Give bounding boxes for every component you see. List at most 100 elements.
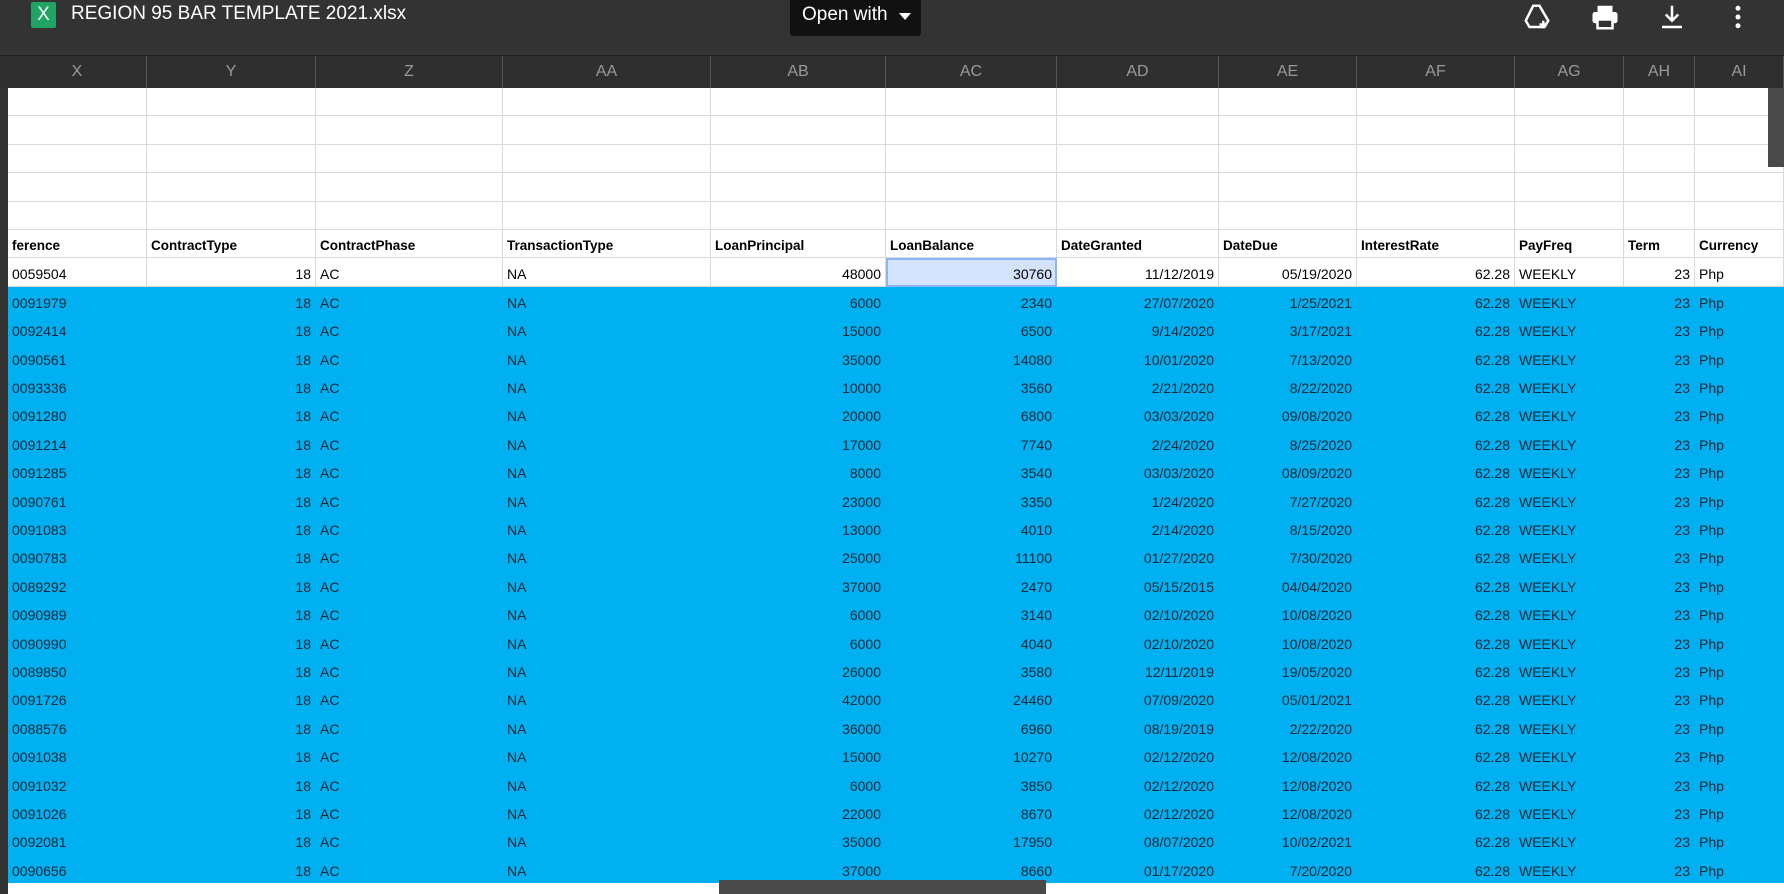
cell[interactable]: 10270 bbox=[886, 741, 1057, 770]
cell[interactable]: 42000 bbox=[711, 684, 886, 713]
cell[interactable]: 23 bbox=[1624, 343, 1695, 372]
cell[interactable]: 01/17/2020 bbox=[1057, 854, 1219, 884]
cell[interactable]: 12/08/2020 bbox=[1219, 798, 1357, 827]
cell[interactable] bbox=[711, 173, 886, 202]
cell[interactable]: 6000 bbox=[711, 599, 886, 628]
cell[interactable]: NA bbox=[503, 343, 711, 372]
cell[interactable]: AC bbox=[316, 514, 503, 543]
cell[interactable] bbox=[1357, 116, 1515, 145]
cell[interactable]: 05/15/2015 bbox=[1057, 570, 1219, 600]
cell[interactable]: 17950 bbox=[886, 826, 1057, 855]
cell[interactable]: 18 bbox=[147, 372, 316, 401]
cell[interactable]: 23 bbox=[1624, 258, 1695, 287]
cell[interactable]: DateGranted bbox=[1057, 230, 1219, 259]
cell[interactable]: 03/03/2020 bbox=[1057, 457, 1219, 486]
cell[interactable]: 62.28 bbox=[1357, 485, 1515, 514]
cell[interactable]: 18 bbox=[147, 854, 316, 884]
cell[interactable]: AC bbox=[316, 343, 503, 372]
cell[interactable]: 2470 bbox=[886, 570, 1057, 600]
cell[interactable]: 6960 bbox=[886, 712, 1057, 742]
download-icon[interactable] bbox=[1657, 2, 1687, 32]
cell[interactable]: Php bbox=[1695, 343, 1784, 372]
cell[interactable]: 08/07/2020 bbox=[1057, 826, 1219, 855]
cell[interactable]: 23 bbox=[1624, 315, 1695, 344]
cell[interactable] bbox=[1624, 88, 1695, 117]
cell[interactable]: WEEKLY bbox=[1515, 258, 1624, 287]
cell[interactable]: 10/01/2020 bbox=[1057, 343, 1219, 372]
print-icon[interactable] bbox=[1590, 2, 1620, 32]
cell[interactable] bbox=[1057, 173, 1219, 202]
cell[interactable] bbox=[1057, 201, 1219, 230]
cell[interactable]: Php bbox=[1695, 400, 1784, 429]
cell[interactable]: TransactionType bbox=[503, 230, 711, 259]
cell[interactable]: 7/30/2020 bbox=[1219, 542, 1357, 571]
cell[interactable]: 62.28 bbox=[1357, 286, 1515, 316]
cell[interactable] bbox=[1624, 173, 1695, 202]
cell[interactable] bbox=[1624, 116, 1695, 145]
cell[interactable]: 2340 bbox=[886, 286, 1057, 316]
cell[interactable]: 0090783 bbox=[8, 542, 147, 571]
cell[interactable]: LoanPrincipal bbox=[711, 230, 886, 259]
cell[interactable]: AC bbox=[316, 400, 503, 429]
cell[interactable]: 48000 bbox=[711, 258, 886, 287]
cell[interactable]: 18 bbox=[147, 712, 316, 742]
column-header-y[interactable]: Y bbox=[147, 56, 316, 89]
cell[interactable] bbox=[1515, 88, 1624, 117]
cell[interactable] bbox=[1515, 201, 1624, 230]
cell[interactable]: 7/20/2020 bbox=[1219, 854, 1357, 884]
cell[interactable]: Term bbox=[1624, 230, 1695, 259]
cell[interactable] bbox=[147, 173, 316, 202]
cell[interactable]: WEEKLY bbox=[1515, 741, 1624, 770]
cell[interactable]: 12/08/2020 bbox=[1219, 741, 1357, 770]
cell[interactable]: 18 bbox=[147, 485, 316, 514]
cell[interactable] bbox=[1695, 173, 1784, 202]
cell[interactable]: NA bbox=[503, 542, 711, 571]
cell[interactable]: NA bbox=[503, 428, 711, 458]
cell[interactable] bbox=[503, 201, 711, 230]
cell[interactable]: 10/02/2021 bbox=[1219, 826, 1357, 855]
cell[interactable] bbox=[1515, 116, 1624, 145]
cell[interactable]: 6000 bbox=[711, 769, 886, 798]
cell[interactable]: 23 bbox=[1624, 684, 1695, 713]
cell[interactable]: Php bbox=[1695, 684, 1784, 713]
cell[interactable] bbox=[316, 201, 503, 230]
cell[interactable]: ference bbox=[8, 230, 147, 259]
cell[interactable]: 18 bbox=[147, 599, 316, 628]
cell[interactable]: 10/08/2020 bbox=[1219, 599, 1357, 628]
cell[interactable] bbox=[1219, 201, 1357, 230]
column-header-ad[interactable]: AD bbox=[1057, 56, 1219, 89]
cell[interactable]: WEEKLY bbox=[1515, 712, 1624, 742]
cell[interactable] bbox=[1219, 173, 1357, 202]
cell[interactable]: 25000 bbox=[711, 542, 886, 571]
cell[interactable]: 37000 bbox=[711, 854, 886, 884]
cell[interactable]: NA bbox=[503, 712, 711, 742]
cell[interactable]: 12/11/2019 bbox=[1057, 656, 1219, 685]
cell[interactable]: 6500 bbox=[886, 315, 1057, 344]
cell[interactable]: 62.28 bbox=[1357, 428, 1515, 458]
cell[interactable]: WEEKLY bbox=[1515, 372, 1624, 401]
cell[interactable]: 0092414 bbox=[8, 315, 147, 344]
cell[interactable] bbox=[503, 173, 711, 202]
cell[interactable] bbox=[8, 201, 147, 230]
cell[interactable]: AC bbox=[316, 684, 503, 713]
cell[interactable]: WEEKLY bbox=[1515, 854, 1624, 884]
cell[interactable]: 26000 bbox=[711, 656, 886, 685]
cell[interactable] bbox=[1357, 88, 1515, 117]
cell[interactable] bbox=[1624, 144, 1695, 174]
cell[interactable]: 23 bbox=[1624, 741, 1695, 770]
cell[interactable]: 18 bbox=[147, 286, 316, 316]
cell[interactable]: 8/25/2020 bbox=[1219, 428, 1357, 458]
cell[interactable]: 14080 bbox=[886, 343, 1057, 372]
cell[interactable]: 02/10/2020 bbox=[1057, 599, 1219, 628]
cell[interactable]: 62.28 bbox=[1357, 826, 1515, 855]
cell[interactable]: WEEKLY bbox=[1515, 457, 1624, 486]
cell[interactable]: 62.28 bbox=[1357, 798, 1515, 827]
column-header-aa[interactable]: AA bbox=[503, 56, 711, 89]
cell[interactable]: 62.28 bbox=[1357, 854, 1515, 884]
column-header-ah[interactable]: AH bbox=[1624, 56, 1695, 89]
cell[interactable]: AC bbox=[316, 372, 503, 401]
cell[interactable]: Php bbox=[1695, 485, 1784, 514]
cell[interactable]: 23 bbox=[1624, 826, 1695, 855]
cell[interactable] bbox=[1357, 144, 1515, 174]
cell[interactable]: Php bbox=[1695, 428, 1784, 458]
